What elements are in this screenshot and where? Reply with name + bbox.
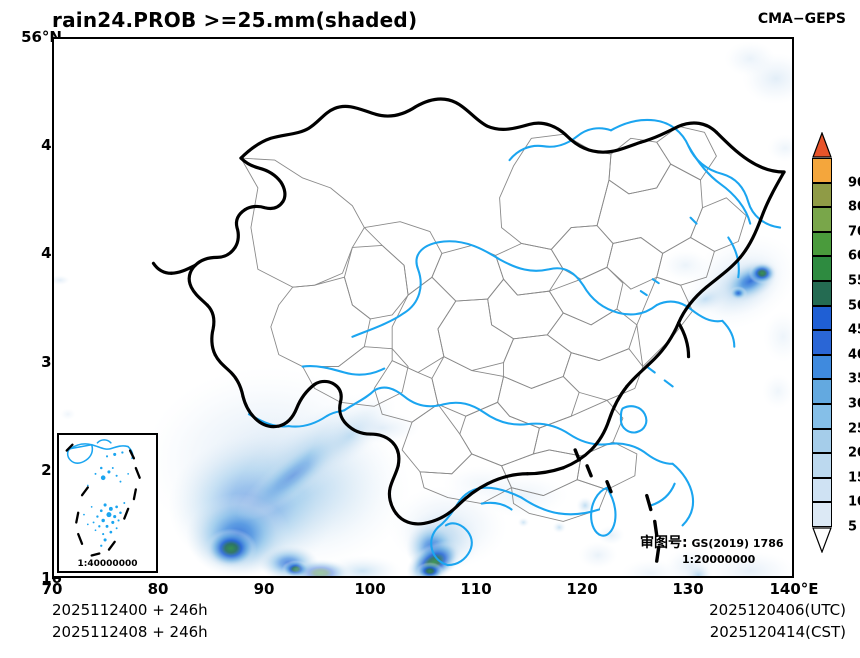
x-axis-tick-label: 100 <box>354 580 386 598</box>
map-plot-area[interactable] <box>52 37 794 578</box>
x-axis-tick-label: 70 <box>41 580 63 598</box>
colorbar-cell <box>812 158 832 183</box>
x-axis-tick-label: 90 <box>253 580 275 598</box>
colorbar-tick-label: 30 <box>848 396 860 412</box>
x-axis-tick-label: 140°E <box>769 580 819 598</box>
colorbar-tick-label: 60 <box>848 248 860 264</box>
colorbar-tick-label: 55 <box>848 273 860 289</box>
colorbar-cell <box>812 330 832 355</box>
y-axis-tick-mark <box>52 577 59 579</box>
colorbar-tick-label: 80 <box>848 199 860 215</box>
colorbar-tick-label: 70 <box>848 224 860 240</box>
footer-left: 2025112400 + 246h 2025112408 + 246h <box>52 600 208 644</box>
colorbar-cell <box>812 256 832 281</box>
x-axis-tick-label: 80 <box>147 580 169 598</box>
colorbar-tick-label: 5 <box>848 519 858 535</box>
colorbar-cell <box>812 182 832 208</box>
inset-scale-label: 1:40000000 <box>77 559 138 569</box>
colorbar-cell <box>812 404 832 429</box>
footer-right: 2025120406(UTC) 2025120414(CST) <box>709 600 846 644</box>
province-borders <box>240 125 747 522</box>
colorbar-tick-label: 40 <box>848 347 860 363</box>
footer-init-line2: 2025112408 + 246h <box>52 622 208 641</box>
colorbar-tick-label: 15 <box>848 470 860 486</box>
colorbar-tick-label: 50 <box>848 298 860 314</box>
precipitation-shading <box>54 40 792 576</box>
colorbar-tick-label: 10 <box>848 494 860 510</box>
approval-number: 审图号: GS(2019) 1786 1:20000000 <box>640 534 784 568</box>
page-title: rain24.PROB >=25.mm(shaded) <box>52 8 418 32</box>
colorbar-cell <box>812 231 832 257</box>
approval-code: GS(2019) 1786 <box>691 537 784 550</box>
colorbar-tick-label: 35 <box>848 371 860 387</box>
map-canvas <box>54 40 792 576</box>
model-label: CMA−GEPS <box>757 11 846 27</box>
south-china-sea-inset[interactable]: 1:40000000 <box>57 433 158 573</box>
approval-prefix: 审图号: <box>640 535 688 551</box>
colorbar-under-arrow <box>812 527 832 553</box>
colorbar-over-arrow <box>812 132 832 158</box>
colorbar-cell <box>812 305 832 331</box>
colorbar-cell <box>812 354 832 380</box>
colorbar[interactable]: 5 10 15 20 25 30 35 40 45 50 55 60 70 80 90 <box>812 132 860 553</box>
inset-map-canvas <box>65 439 141 557</box>
national-boundary <box>151 97 786 526</box>
colorbar-cell <box>812 428 832 454</box>
footer-valid-utc: 2025120406(UTC) <box>709 601 846 619</box>
colorbar-tick-label: 45 <box>848 322 860 338</box>
colorbar-tick-label: 25 <box>848 421 860 437</box>
y-axis-tick-label: 56°N <box>21 28 62 46</box>
colorbar-cell <box>812 502 832 527</box>
footer-valid-cst: 2025120414(CST) <box>709 622 846 641</box>
colorbar-tick-label: 90 <box>848 175 860 191</box>
x-axis-tick-label: 130 <box>672 580 704 598</box>
colorbar-cell <box>812 207 832 232</box>
colorbar-cell <box>812 453 832 478</box>
rivers-layer <box>247 118 782 567</box>
footer-init-line1: 2025112400 + 246h <box>52 601 208 619</box>
x-axis-tick-label: 120 <box>566 580 598 598</box>
dashed-boundaries <box>573 448 661 563</box>
x-axis-tick-label: 110 <box>460 580 492 598</box>
approval-scale: 1:20000000 <box>682 552 756 566</box>
colorbar-cell <box>812 281 832 306</box>
colorbar-cell <box>812 477 832 503</box>
colorbar-tick-label: 20 <box>848 445 860 461</box>
colorbar-cell <box>812 379 832 404</box>
